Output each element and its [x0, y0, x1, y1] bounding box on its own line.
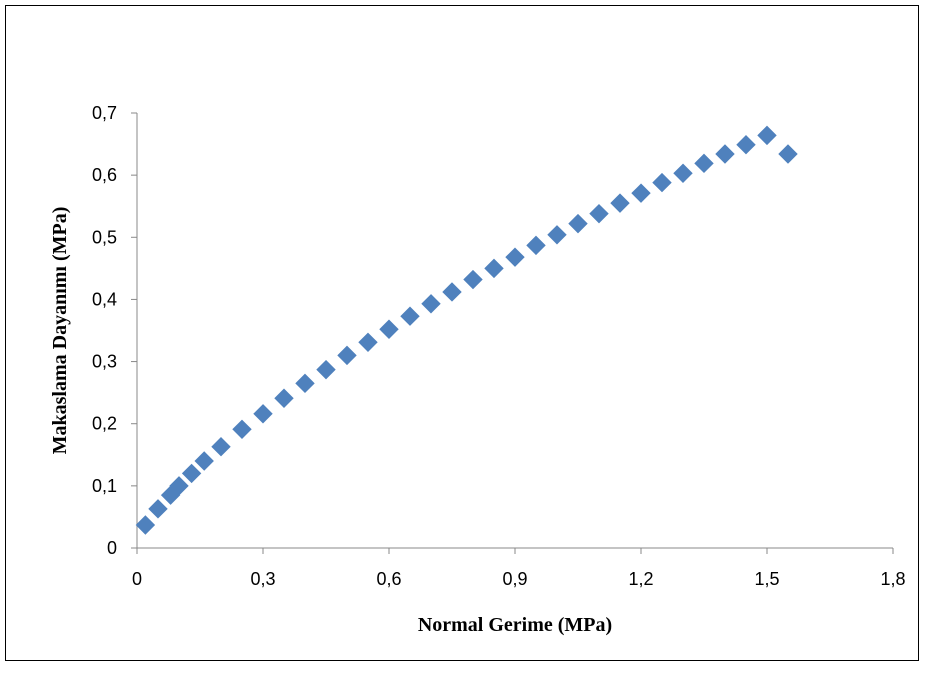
data-point — [148, 499, 168, 519]
x-tick-label: 0,6 — [376, 569, 401, 589]
data-point — [253, 404, 273, 424]
y-tick-label: 0,2 — [92, 414, 117, 434]
y-tick-label: 0,6 — [92, 165, 117, 185]
data-point — [673, 163, 693, 183]
x-axis-title: Normal Gerime (MPa) — [418, 614, 612, 636]
y-tick-label: 0,4 — [92, 289, 117, 309]
data-point — [505, 247, 525, 267]
data-point — [526, 235, 546, 256]
x-tick-label: 1,2 — [628, 569, 653, 589]
data-point — [295, 373, 315, 394]
data-point — [736, 134, 756, 155]
data-point — [442, 282, 462, 302]
x-ticks: 0 0,3 0,6 0,9 1,2 1,5 1,8 — [132, 548, 906, 589]
y-tick-label: 0,5 — [92, 227, 117, 247]
axes — [136, 113, 893, 549]
data-point — [694, 153, 714, 174]
data-point — [181, 463, 202, 484]
data-point — [400, 306, 420, 326]
data-points — [135, 125, 798, 535]
data-point — [631, 183, 651, 203]
data-point — [778, 144, 798, 164]
x-tick-label: 0,9 — [502, 569, 527, 589]
data-point — [169, 476, 189, 496]
data-point — [484, 258, 504, 279]
y-tick-label: 0,1 — [92, 476, 117, 496]
data-point — [379, 319, 399, 339]
data-point — [568, 213, 588, 234]
data-point — [358, 332, 378, 353]
data-point — [194, 451, 214, 471]
x-tick-label: 0,3 — [250, 569, 275, 589]
data-point — [715, 144, 735, 164]
data-point — [421, 294, 441, 314]
data-point — [757, 125, 777, 146]
x-tick-label: 0 — [132, 569, 142, 589]
x-tick-label: 1,5 — [754, 569, 779, 589]
y-tick-label: 0 — [107, 538, 117, 558]
y-tick-label: 0,7 — [92, 103, 117, 123]
y-tick-label: 0,3 — [92, 352, 117, 372]
data-point — [337, 345, 357, 366]
data-point — [652, 172, 672, 193]
data-point — [589, 203, 609, 224]
data-point — [232, 419, 252, 440]
data-point — [316, 359, 336, 380]
data-point — [211, 437, 231, 457]
data-point — [135, 515, 156, 535]
y-axis-title: Makaslama Dayanımı (MPa) — [49, 207, 71, 455]
data-point — [610, 193, 630, 213]
y-ticks: 0 0,1 0,2 0,3 0,4 0,5 0,6 0,7 — [92, 103, 137, 558]
data-point — [463, 269, 483, 290]
data-point — [274, 388, 294, 408]
data-point — [547, 225, 567, 245]
x-tick-label: 1,8 — [880, 569, 905, 589]
